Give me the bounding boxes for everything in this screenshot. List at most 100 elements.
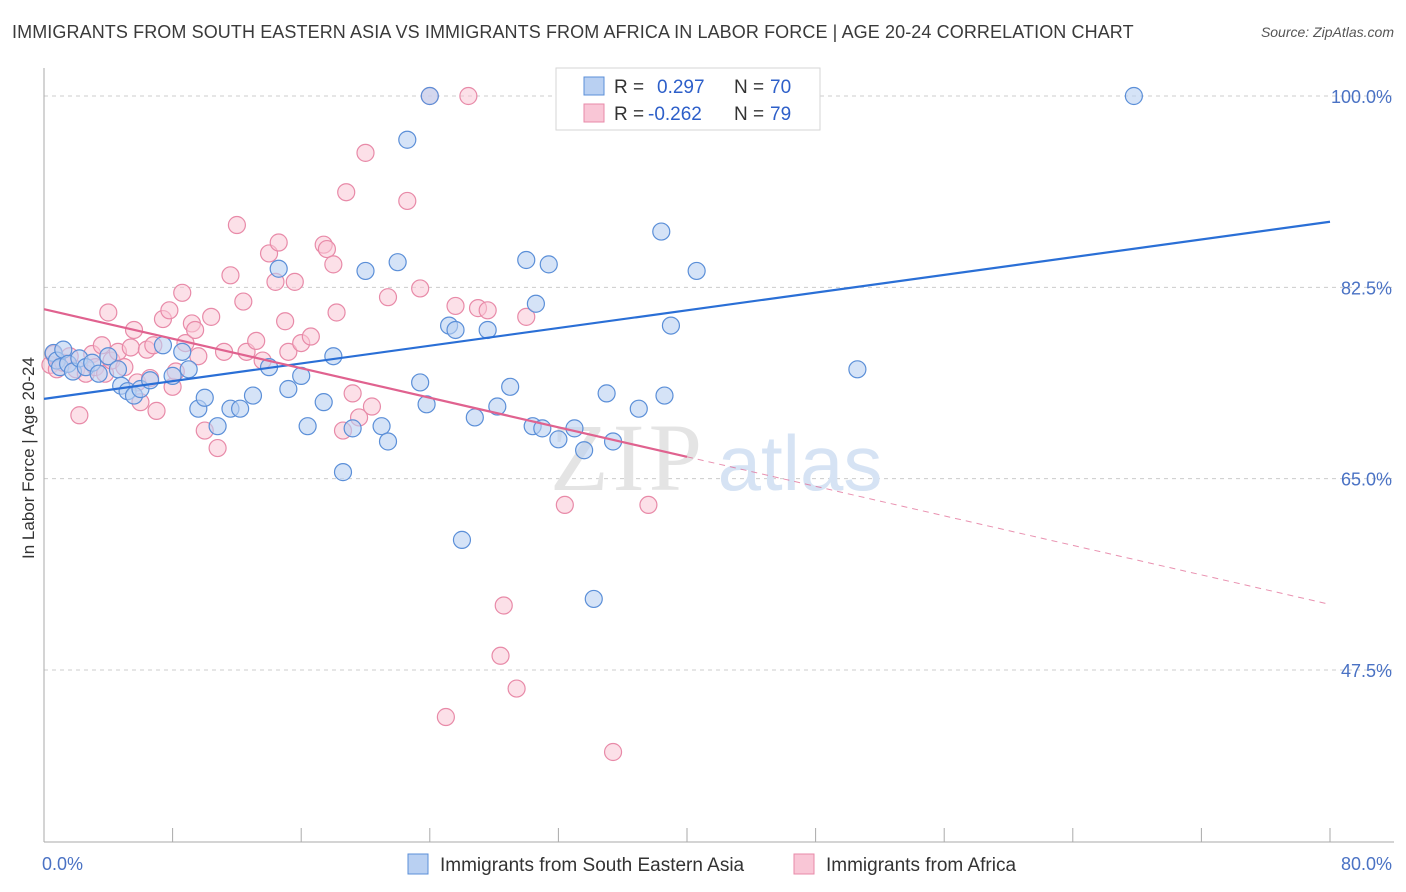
sea-point-23 [208,417,227,436]
sea-point-34 [333,463,353,482]
watermark-atlas: atlas [718,419,883,507]
africa-trend-line [43,308,688,458]
africa-point-71 [494,596,513,615]
sea-point-56 [549,430,568,449]
sea-point-36 [356,261,375,281]
africa-point-65 [436,707,455,727]
sea-point-46 [452,530,472,549]
africa-point-31 [186,320,205,340]
africa-point-46 [276,312,295,331]
sea-point-19 [173,342,192,361]
sea-point-22 [195,388,214,407]
sea-point-53 [526,294,545,313]
sea-point-47 [465,408,484,427]
sea-point-38 [378,432,398,451]
bottom-legend-label-sea: Immigrants from South Eastern Asia [440,855,745,876]
sea-point-49 [488,397,507,416]
legend-r-value-2: -0.262 [648,104,702,125]
legend-swatch-pink [583,103,605,123]
sea-point-69 [687,261,706,281]
africa-point-25 [160,301,179,320]
africa-point-12 [99,303,118,322]
x-tick-label-1: 80.0% [1341,854,1392,874]
sea-point-55 [539,255,558,274]
x-tick-label-0: 0.0% [42,854,83,874]
africa-point-37 [221,266,240,285]
sea-point-61 [597,384,616,403]
africa-point-57 [343,384,362,403]
africa-point-38 [227,215,246,235]
africa-point-41 [247,331,266,351]
sea-point-67 [655,386,674,405]
africa-point-34 [202,307,221,326]
sea-point-66 [652,222,671,241]
sea-point-50 [501,377,520,396]
y-axis-title: In Labor Force | Age 20-24 [19,357,38,559]
africa-point-62 [398,191,417,211]
africa-point-73 [517,307,536,326]
sea-point-11 [108,360,128,379]
africa-point-72 [507,679,526,698]
y-tick-label-3: 100.0% [1331,87,1392,107]
sea-point-17 [153,336,173,355]
legend-n-value-1: 70 [770,77,791,98]
africa-point-54 [327,303,346,322]
africa-point-63 [411,279,430,298]
africa-point-23 [147,401,166,420]
sea-point-33 [324,347,343,366]
sea-point-51 [517,250,536,270]
grid-lines [44,95,1394,671]
africa-point-35 [208,438,227,458]
legend-n-value-2: 79 [770,104,791,125]
sea-point-58 [575,441,594,460]
africa-point-76 [639,495,658,515]
africa-point-70 [491,646,510,665]
legend-r-label-1: R = [614,77,644,98]
sea-point-29 [279,379,298,399]
sea-point-57 [565,419,584,438]
bottom-legend-label-africa: Immigrants from Africa [826,855,1016,876]
sea-point-68 [661,316,681,335]
bottom-legend-swatch-africa [793,853,815,875]
y-tick-label-2: 82.5% [1341,278,1392,298]
africa-point-59 [356,143,375,162]
legend-n-label-2: N = [734,104,764,125]
africa-point-28 [173,283,192,302]
correlation-legend: R = 0.297 N = 70 R = -0.262 N = 79 [555,67,821,131]
africa-point-47 [279,342,298,361]
sea-point-39 [388,253,407,272]
sea-point-16 [140,371,160,390]
legend-r-label-2: R = [614,104,644,125]
sea-point-71 [1124,86,1143,106]
sea-point-70 [848,360,867,379]
legend-r-value-1: 0.297 [657,77,705,98]
y-tick-label-1: 65.0% [1341,470,1392,490]
africa-point-16 [121,338,140,357]
africa-point-60 [362,397,382,416]
source-label: Source: ZipAtlas.com [1260,24,1394,40]
africa-point-75 [603,742,623,762]
sea-point-31 [298,417,317,436]
trend-lines [43,220,1331,605]
africa-point-61 [378,288,398,307]
africa-point-48 [285,272,304,291]
sea-point-60 [584,589,603,609]
sea-point-28 [269,259,288,278]
africa-point-39 [234,292,253,311]
sea-point-25 [231,399,250,418]
sea-point-35 [343,419,362,438]
sea-point-9 [89,364,108,383]
sea-point-37 [372,417,391,436]
y-tick-labels: 47.5% 65.0% 82.5% 100.0% [1331,87,1392,681]
series-sea-points [44,86,1143,609]
africa-point-74 [555,495,574,515]
africa-point-67 [459,86,478,106]
chart-title: IMMIGRANTS FROM SOUTH EASTERN ASIA VS IM… [12,22,1134,42]
africa-point-56 [337,183,356,202]
sea-point-64 [629,399,648,418]
legend-swatch-blue [583,76,605,96]
africa-point-6 [70,406,89,425]
africa-trend-line-extension [686,456,1331,605]
africa-point-69 [478,301,497,320]
